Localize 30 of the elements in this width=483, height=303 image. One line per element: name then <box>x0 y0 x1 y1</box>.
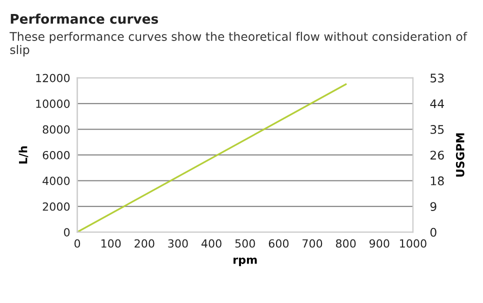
x-axis-title: rpm <box>234 258 257 266</box>
y-tick-label: 10000 <box>36 100 70 108</box>
y-tick-label: 6000 <box>42 150 70 160</box>
y2-tick-label: 18 <box>430 176 444 186</box>
y-tick-label: 8000 <box>42 125 70 134</box>
x-tick-label: 1000 <box>400 239 426 248</box>
y2-tick-label: 35 <box>430 125 444 134</box>
x-tick-label: 500 <box>235 239 255 248</box>
x-tick-label: 700 <box>302 239 322 248</box>
y2-tick-label: 53 <box>430 74 444 83</box>
x-tick-label: 100 <box>101 239 121 248</box>
chart-title: Performance curves <box>10 14 158 24</box>
y-tick-label: 12000 <box>36 74 70 82</box>
x-tick-label: 0 <box>74 239 80 248</box>
x-tick-label: 600 <box>268 239 289 248</box>
chart-subtitle: These performance curves show the theoretical flow without consideration of slip <box>10 32 468 56</box>
y-tick-label: 0 <box>64 228 70 236</box>
x-tick-label: 800 <box>336 239 356 248</box>
y-axis-title: L/h <box>18 146 28 164</box>
y2-tick-label: 9 <box>430 202 436 212</box>
y2-tick-label: 0 <box>430 228 436 237</box>
x-tick-label: 900 <box>369 239 390 248</box>
y2-axis-title: USGPM <box>456 133 464 177</box>
y2-tick-label: 44 <box>430 99 444 108</box>
x-tick-label: 200 <box>134 239 154 248</box>
y-tick-label: 4000 <box>42 176 70 186</box>
y2-tick-label: 26 <box>430 150 444 160</box>
x-tick-label: 400 <box>201 239 222 248</box>
y-tick-label: 2000 <box>42 202 70 211</box>
x-tick-label: 300 <box>168 239 188 248</box>
